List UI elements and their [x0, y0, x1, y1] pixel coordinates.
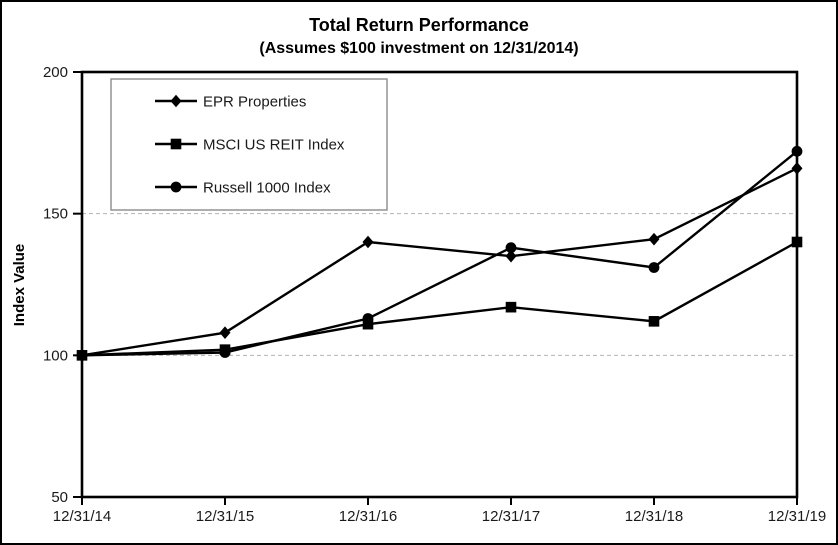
y-axis-label: Index Value — [11, 244, 28, 327]
y-tick-label-200: 200 — [43, 64, 68, 81]
data-point-russell-1000-index-12-31-18 — [648, 262, 660, 273]
data-point-epr-properties-12-31-16 — [362, 235, 374, 249]
chart-subtitle: (Assumes $100 investment on 12/31/2014) — [259, 40, 578, 57]
y-tick-label-150: 150 — [43, 206, 68, 223]
legend: EPR Properties MSCI US REIT Index Russell … — [110, 78, 388, 211]
series-line-russell-1000-index — [81, 150, 798, 357]
legend-label-russell-1000-index: Russell 1000 Index — [203, 180, 331, 197]
series-msci-us-reit-index — [76, 236, 803, 361]
plot-frame — [80, 70, 799, 499]
data-point-epr-properties-12-31-19 — [791, 162, 803, 175]
x-tick-label-12-31-19: 12/31/19 — [768, 508, 826, 525]
data-point-russell-1000-index-12-31-17 — [505, 242, 517, 254]
x-tick-label-12-31-18: 12/31/18 — [625, 508, 683, 525]
series-line-epr-properties — [81, 167, 798, 357]
data-point-russell-1000-index-12-31-19 — [791, 145, 803, 157]
series-line-msci-us-reit-index — [81, 240, 798, 357]
data-point-msci-us-reit-index-12-31-17 — [505, 301, 517, 313]
data-point-epr-properties-12-31-18 — [648, 232, 660, 246]
legend-diamond-icon — [170, 94, 182, 108]
series-russell-1000-index — [76, 145, 803, 361]
x-tick-label-12-31-15: 12/31/15 — [196, 508, 254, 525]
y-tick-label-50: 50 — [51, 489, 68, 506]
legend-label-msci-us-reit-index: MSCI US REIT Index — [203, 137, 345, 154]
x-tick-label-12-31-16: 12/31/16 — [339, 508, 397, 525]
data-point-msci-us-reit-index-12-31-16 — [362, 318, 374, 330]
x-tick-label-12-31-17: 12/31/17 — [482, 508, 540, 525]
data-point-epr-properties-12-31-15 — [219, 326, 231, 339]
data-point-msci-us-reit-index-12-31-19 — [791, 236, 803, 248]
axis-tick-labels: 50 100 150 200 12/31/14 12/31/15 12/31/16 12/31… — [43, 64, 826, 525]
series-epr-properties — [76, 162, 803, 362]
data-point-msci-us-reit-index-12-31-18 — [648, 316, 660, 327]
chart-title: Total Return Performance — [309, 15, 529, 35]
y-tick-label-100: 100 — [43, 347, 68, 364]
x-tick-label-12-31-14: 12/31/14 — [53, 508, 111, 525]
data-point-russell-1000-index-12-31-14 — [76, 349, 88, 361]
data-point-epr-properties-12-31-17 — [505, 249, 517, 263]
legend-circle-icon — [170, 181, 182, 193]
series-group — [76, 145, 803, 362]
legend-item-msci-us-reit-index: MSCI US REIT Index — [155, 137, 345, 154]
gridlines — [82, 213, 797, 356]
data-point-russell-1000-index-12-31-16 — [362, 313, 374, 324]
data-point-russell-1000-index-12-31-15 — [219, 347, 231, 358]
legend-items: EPR Properties MSCI US REIT Index Russell … — [155, 94, 345, 197]
legend-square-icon — [170, 138, 182, 150]
legend-item-epr-properties: EPR Properties — [155, 94, 306, 111]
legend-label-epr-properties: EPR Properties — [203, 94, 306, 111]
legend-item-russell-1000-index: Russell 1000 Index — [155, 180, 331, 197]
